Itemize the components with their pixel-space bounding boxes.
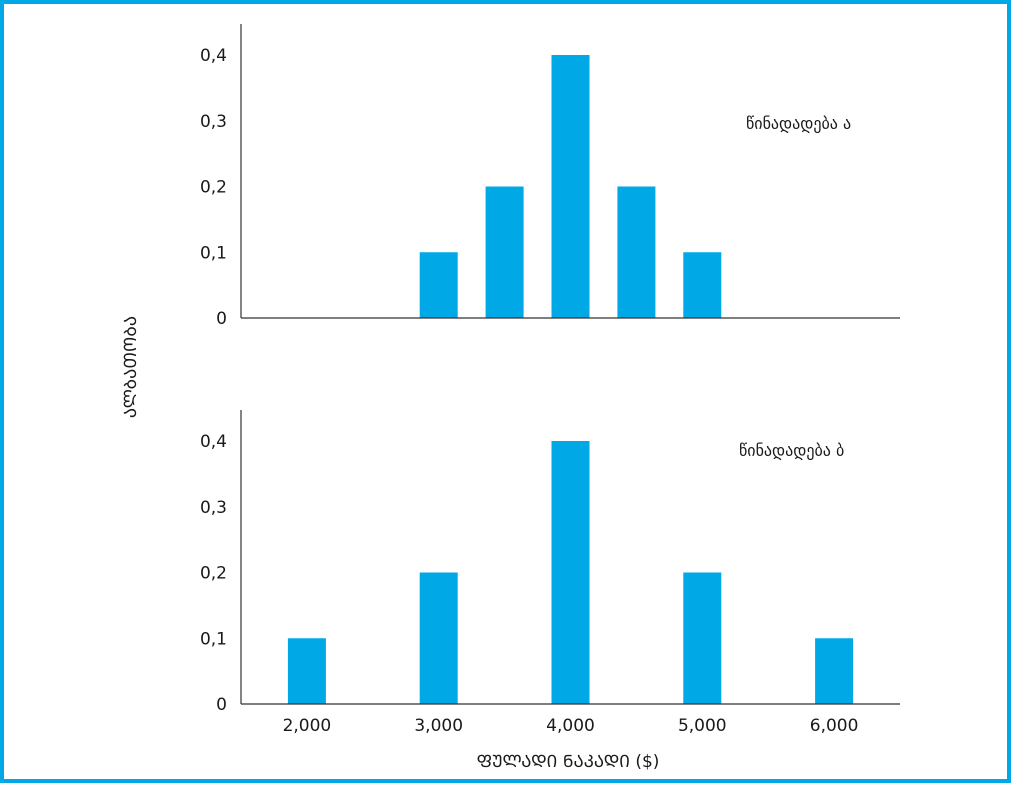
y-tick-label: 0,1 — [200, 243, 227, 263]
bar-1-4 — [815, 638, 854, 704]
bar-1-3 — [683, 572, 722, 704]
x-tick-label: 4,000 — [546, 716, 595, 736]
y-tick-label: 0 — [216, 309, 227, 329]
x-axis-title: ᲤᲣᲚᲐᲓᲘ ᲜᲐᲙᲐᲓᲘ ($) — [477, 752, 660, 772]
bar-1-1 — [419, 572, 458, 704]
x-tick-label: 3,000 — [414, 716, 463, 736]
y-tick-label: 0,4 — [200, 432, 227, 452]
bar-1-0 — [287, 638, 326, 704]
y-tick-label: 0,2 — [200, 178, 227, 198]
bar-0-4 — [683, 252, 722, 318]
bar-0-2 — [551, 55, 590, 318]
x-tick-label: 2,000 — [283, 716, 332, 736]
y-tick-label: 0 — [216, 695, 227, 715]
y-tick-label: 0,1 — [200, 629, 227, 649]
bar-0-3 — [617, 186, 656, 318]
bar-0-0 — [419, 252, 458, 318]
series-label: წინადადება ბ — [739, 441, 844, 460]
chart-svg: 0 0,1 0,2 0,3 0,4 წინადადება ა 0 0,1 0,2 0,3 0,4 წ… — [121, 24, 900, 772]
y-tick-label: 0,3 — [200, 112, 227, 132]
y-tick-label: 0,4 — [200, 46, 227, 66]
panel-proposal-a: 0 0,1 0,2 0,3 0,4 წინადადება ა — [200, 24, 900, 329]
bar-1-2 — [551, 441, 590, 704]
x-tick-label: 5,000 — [678, 716, 727, 736]
y-tick-label: 0,3 — [200, 498, 227, 518]
x-tick-label: 6,000 — [810, 716, 859, 736]
bar-0-1 — [485, 186, 524, 318]
series-label: წინადადება ა — [746, 114, 851, 133]
x-tick-labels: 2,000 3,000 4,000 5,000 6,000 — [283, 716, 859, 736]
panel-proposal-b: 0 0,1 0,2 0,3 0,4 წინადადება ბ — [200, 410, 900, 715]
y-axis-title: ᲐᲚᲑᲐᲗᲝᲑᲐ — [121, 316, 141, 418]
y-tick-label: 0,2 — [200, 564, 227, 584]
